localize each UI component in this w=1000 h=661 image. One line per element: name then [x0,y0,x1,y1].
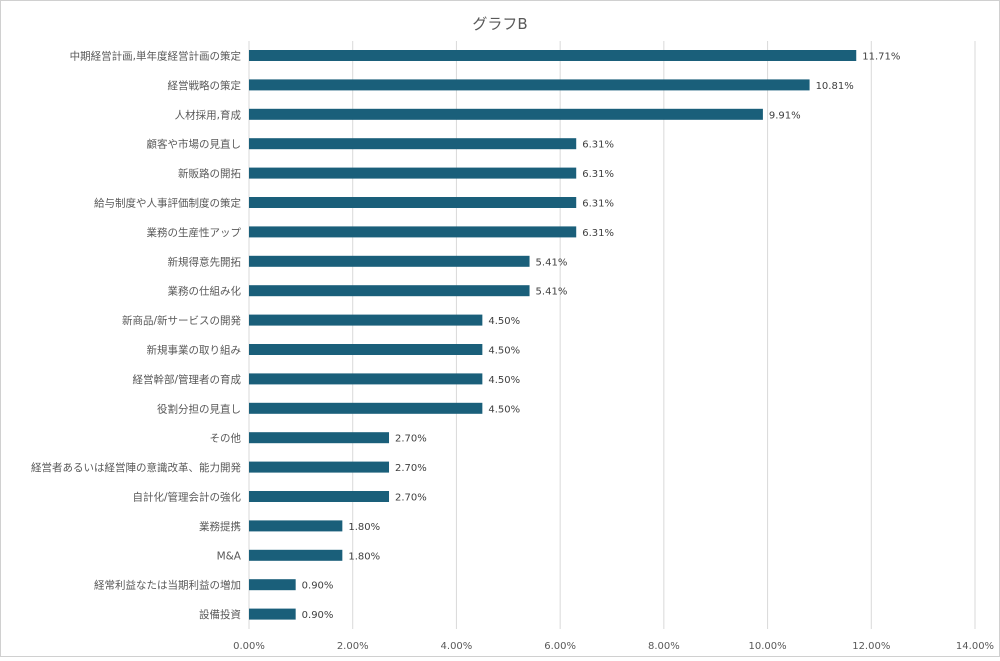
category-label: 中期経営計画,単年度経営計画の策定 [70,50,242,63]
bar [249,226,577,238]
bar [249,314,483,326]
category-label: 新商品/新サービスの開発 [122,314,242,327]
x-tick-label: 6.00% [544,641,576,652]
category-label: 役割分担の見直し [157,402,241,415]
category-label: 新販路の開拓 [178,167,241,180]
category-label: 給与制度や人事評価制度の策定 [94,197,241,210]
x-axis-tick-labels: 0.00% 2.00% 4.00% 6.00% 8.00% 10.00% 12.00% 14.… [233,641,994,652]
data-label: 4.50% [488,404,520,415]
bar [249,608,296,620]
gridlines [248,41,976,629]
bars [249,50,857,620]
category-label: 新規事業の取り組み [147,344,242,357]
data-label: 6.31% [582,169,614,180]
bar [249,108,763,120]
bar [249,50,857,61]
category-label: 新規得意先開拓 [168,255,242,268]
category-label: 業務提携 [199,520,241,533]
data-label: 11.71% [862,52,900,63]
x-tick-label: 14.00% [956,641,994,652]
bar [249,579,296,591]
data-label: 6.31% [582,140,614,151]
bar [249,285,530,297]
bar [249,402,483,414]
bar [249,344,483,355]
x-tick-label: 4.00% [441,641,473,652]
data-label: 2.70% [395,493,427,504]
x-tick-label: 8.00% [648,641,680,652]
data-label: 0.90% [302,581,334,592]
bar [249,167,577,179]
category-label: 顧客や市場の見直し [147,138,242,151]
category-label: 経常利益なたは当期利益の増加 [94,579,241,592]
data-label: 0.90% [302,610,334,621]
data-label: 4.50% [488,346,520,357]
category-label: 設備投資 [199,608,241,621]
data-label: 4.50% [488,316,520,327]
category-label: M&A [217,550,242,562]
data-label: 6.31% [582,199,614,210]
category-label: 経営幹部/管理者の育成 [132,373,241,386]
data-label: 9.91% [769,110,801,121]
bar [249,138,577,150]
bar [249,255,530,267]
data-label: 10.81% [816,81,854,92]
category-label: 業務の生産性アップ [147,226,242,239]
data-labels: 11.71% 10.81% 9.91% 6.31% 6.31% 6.31% 6.31% 5.4… [302,52,901,622]
category-labels: 中期経営計画,単年度経営計画の策定経営戦略の策定人材採用,育成顧客や市場の見直し… [31,50,242,622]
category-label: 経営者あるいは経営陣の意識改革、能力開発 [31,461,241,474]
category-label: 人材採用,育成 [175,108,242,121]
data-label: 2.70% [395,434,427,445]
x-tick-label: 2.00% [337,641,369,652]
category-label: その他 [210,432,242,445]
bar [249,461,390,473]
bar [249,79,810,91]
bar [249,549,343,561]
data-label: 1.80% [348,551,380,562]
data-label: 6.31% [582,228,614,239]
data-label: 5.41% [536,287,568,298]
x-tick-label: 12.00% [852,641,890,652]
bar [249,520,343,532]
data-label: 5.41% [536,257,568,268]
category-label: 業務の仕組み化 [168,285,242,298]
data-label: 4.50% [488,375,520,386]
chart-title: グラフB [472,15,527,33]
bar [249,197,577,208]
category-label: 自計化/管理会計の強化 [132,491,241,504]
x-tick-label: 10.00% [749,641,787,652]
bar [249,432,390,444]
x-tick-label: 0.00% [233,641,265,652]
bar [249,491,390,502]
category-label: 経営戦略の策定 [168,79,242,92]
bar [249,373,483,385]
data-label: 2.70% [395,463,427,474]
data-label: 1.80% [348,522,380,533]
